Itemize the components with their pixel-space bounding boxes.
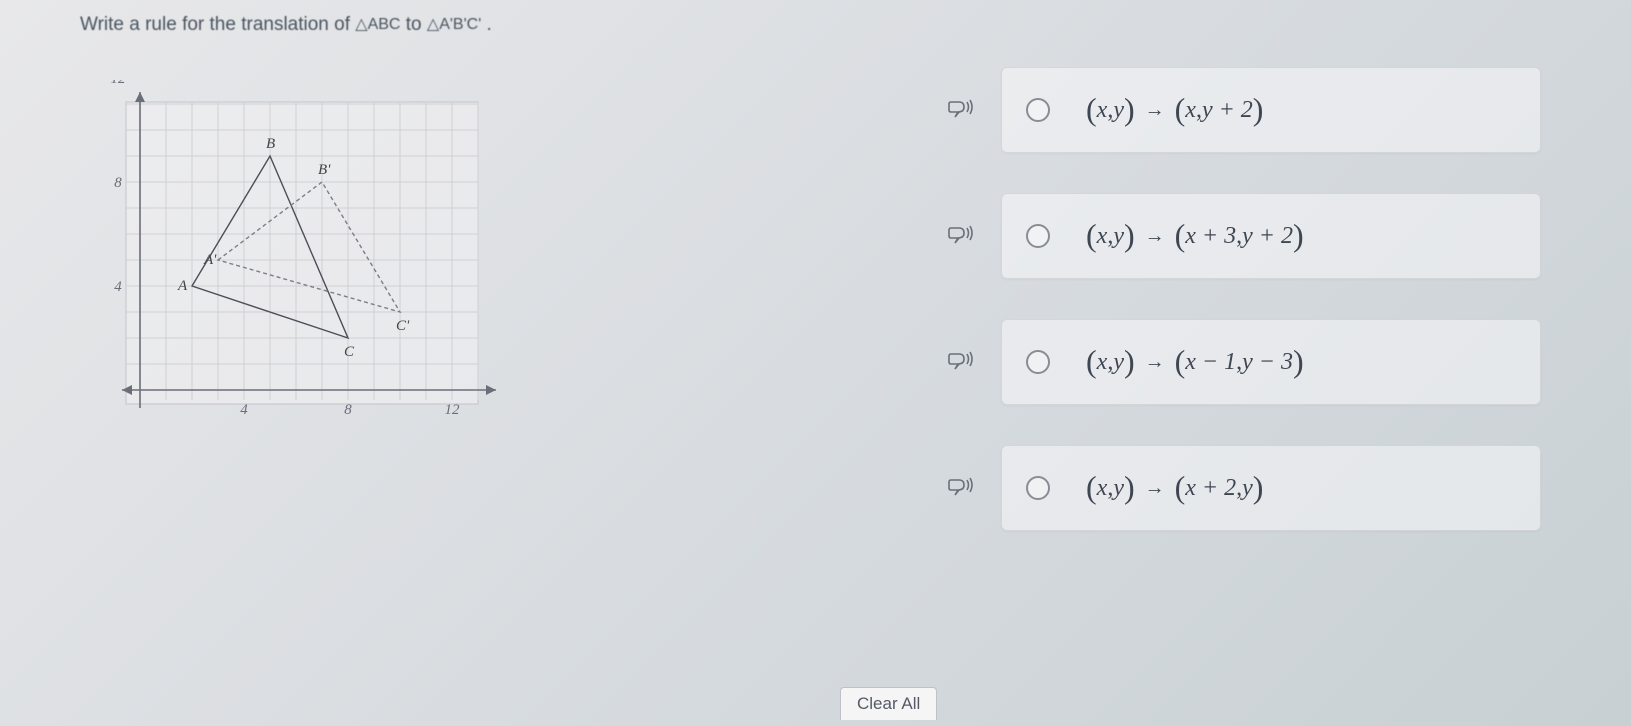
- q-tri1: △ABC: [355, 16, 400, 33]
- q-tri2: △A'B'C': [427, 16, 481, 33]
- svg-text:B': B': [318, 162, 331, 178]
- svg-text:C: C: [344, 344, 355, 360]
- graph-panel: 4 8 12 4 8 12 A B C A' B' C': [80, 80, 500, 450]
- answer-math: (x, y)→(x − 1, y − 3): [1086, 344, 1304, 381]
- tts-icon[interactable]: [941, 96, 981, 124]
- svg-text:4: 4: [114, 279, 122, 295]
- q-suffix: .: [487, 14, 492, 35]
- q-prefix: Write a rule for the translation of: [80, 14, 355, 35]
- radio-circle[interactable]: [1026, 350, 1050, 374]
- answers-column: (x, y)→(x, y + 2) (x, y)→(x + 3, y + 2) (x…: [941, 70, 1541, 574]
- answer-option[interactable]: (x, y)→(x, y + 2): [1001, 67, 1541, 153]
- answer-math: (x, y)→(x, y + 2): [1086, 92, 1263, 129]
- answer-row: (x, y)→(x + 3, y + 2): [941, 196, 1541, 276]
- svg-text:4: 4: [240, 402, 248, 418]
- clear-all-button[interactable]: Clear All: [840, 687, 937, 720]
- svg-text:A': A': [203, 252, 217, 268]
- question-text: Write a rule for the translation of △ABC…: [80, 14, 492, 36]
- graph-svg: 4 8 12 4 8 12 A B C A' B' C': [80, 80, 500, 450]
- svg-text:C': C': [396, 318, 410, 334]
- radio-circle[interactable]: [1026, 224, 1050, 248]
- answer-option[interactable]: (x, y)→(x + 3, y + 2): [1001, 193, 1541, 279]
- radio-circle[interactable]: [1026, 98, 1050, 122]
- tts-icon[interactable]: [941, 222, 981, 250]
- answer-math: (x, y)→(x + 3, y + 2): [1086, 218, 1304, 255]
- svg-text:A: A: [177, 278, 188, 294]
- clear-all-label: Clear All: [857, 694, 920, 713]
- svg-text:B: B: [266, 136, 275, 152]
- answer-row: (x, y)→(x + 2, y): [941, 448, 1541, 528]
- radio-circle[interactable]: [1026, 476, 1050, 500]
- answer-option[interactable]: (x, y)→(x + 2, y): [1001, 445, 1541, 531]
- svg-text:12: 12: [111, 80, 127, 87]
- svg-text:8: 8: [114, 175, 122, 191]
- tts-icon[interactable]: [941, 474, 981, 502]
- svg-text:8: 8: [344, 402, 352, 418]
- answer-option[interactable]: (x, y)→(x − 1, y − 3): [1001, 319, 1541, 405]
- answer-row: (x, y)→(x − 1, y − 3): [941, 322, 1541, 402]
- tts-icon[interactable]: [941, 348, 981, 376]
- answer-row: (x, y)→(x, y + 2): [941, 70, 1541, 150]
- q-mid: to: [406, 14, 427, 35]
- svg-text:12: 12: [445, 402, 461, 418]
- answer-math: (x, y)→(x + 2, y): [1086, 470, 1263, 507]
